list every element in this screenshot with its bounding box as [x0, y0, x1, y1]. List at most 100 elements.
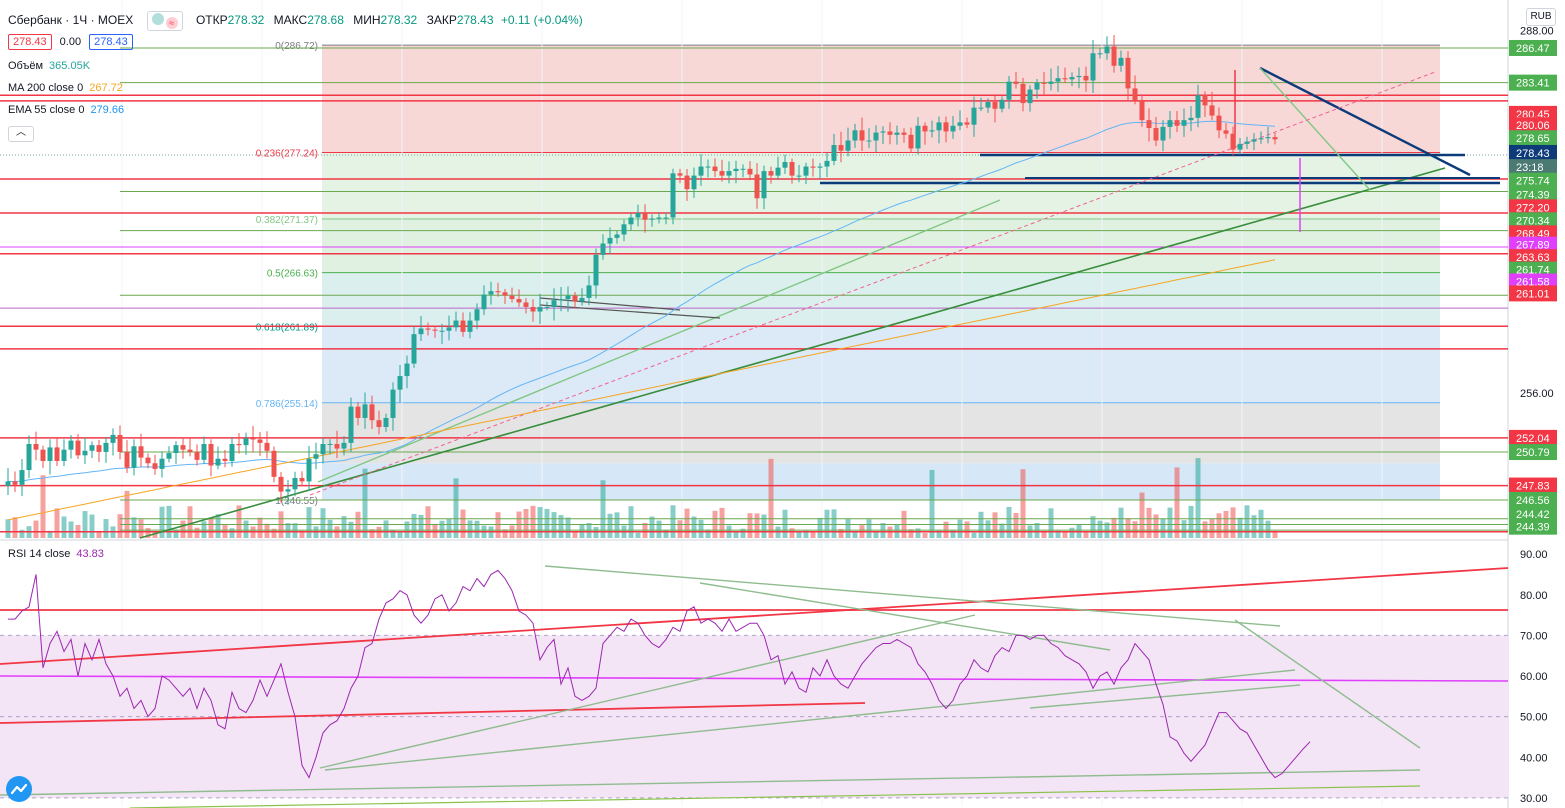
volume-legend[interactable]: Объём 365.05K [8, 60, 90, 72]
fib-zone [322, 272, 1440, 327]
volume-bar [5, 519, 11, 538]
buy-price[interactable]: 278.43 [89, 34, 133, 50]
candle-body [432, 329, 438, 331]
fib-label: 0.786(255.14) [256, 399, 318, 410]
volume-bar [453, 478, 459, 538]
sell-price[interactable]: 278.43 [8, 34, 52, 50]
price-tag-label: 261.01 [1516, 288, 1550, 300]
volume-bar [82, 511, 88, 538]
candle-body [1195, 95, 1201, 118]
volume-bar [824, 509, 830, 538]
candle-body [978, 107, 984, 109]
candle-body [1076, 75, 1082, 78]
candle-body [985, 101, 991, 108]
price-tag [1509, 199, 1557, 216]
symbol-title[interactable]: Сбербанк · 1Ч · MOEX [8, 13, 134, 28]
volume-bar [145, 528, 151, 538]
candle-body [124, 451, 130, 468]
rsi-line [8, 569, 1311, 779]
candle-body [754, 174, 760, 199]
price-tag-label: 247.83 [1516, 481, 1550, 493]
candle-body [397, 376, 403, 390]
candle-body [1118, 57, 1124, 66]
candle-body [621, 224, 627, 235]
candle-body [376, 420, 382, 428]
trendline [139, 167, 1446, 539]
volume-bar [922, 532, 928, 538]
volume-value: 365.05K [49, 60, 91, 72]
candle-body [1209, 105, 1215, 116]
candle-body [908, 134, 914, 149]
volume-bar [852, 531, 858, 538]
ma-legend[interactable]: MA 200 close 0 267.72 [8, 82, 123, 94]
volume-bar [1139, 492, 1145, 538]
trendline [1259, 66, 1471, 177]
candle-body [208, 444, 214, 466]
candle-body [285, 489, 291, 492]
candle-body [1125, 57, 1131, 89]
candle-body [1160, 126, 1166, 141]
volume-bar [1041, 530, 1047, 538]
candle-body [1069, 77, 1075, 80]
volume-bar [1258, 509, 1264, 538]
high-value: 278.68 [307, 13, 344, 28]
candle-body [789, 162, 795, 176]
price-tag-label: 272.20 [1516, 202, 1550, 214]
rsi-legend[interactable]: RSI 14 close 43.83 [8, 548, 104, 560]
candle-body [145, 457, 151, 464]
candle-body [1153, 128, 1159, 141]
ema-legend[interactable]: EMA 55 close 0 279.66 [8, 104, 124, 116]
volume-bar [698, 519, 704, 538]
candle-body [586, 285, 592, 298]
volume-bar [152, 531, 158, 538]
volume-bar [985, 520, 991, 538]
candle-body [600, 243, 606, 255]
volume-bar [663, 530, 669, 538]
price-axis: 288.00 256.00 90.00 80.00 70.00 60.00 50.00 40.… [1509, 26, 1557, 805]
candle-body [89, 445, 95, 451]
candle-body [166, 453, 172, 459]
tradingview-logo-icon[interactable] [6, 776, 32, 802]
volume-bar [1111, 517, 1117, 538]
candle-body [1034, 82, 1040, 90]
rsi-pane [0, 565, 1509, 808]
volume-bar [40, 475, 46, 538]
candle-body [719, 171, 725, 176]
volume-bar [817, 517, 823, 538]
price-tag [1509, 144, 1557, 161]
volume-bar [271, 528, 277, 538]
volume-bar [1125, 518, 1131, 538]
volume-bar [418, 514, 424, 538]
rsi-trendline [1234, 619, 1421, 749]
volume-bar [1006, 506, 1012, 538]
candle-body [957, 122, 963, 126]
candle-body [1237, 143, 1243, 150]
volume-bar [1195, 458, 1201, 538]
volume-bar [166, 505, 172, 538]
candle-body [852, 130, 858, 141]
collapse-legend-button[interactable]: ︿ [8, 126, 34, 142]
candle-body [1265, 137, 1271, 139]
currency-button[interactable]: RUB [1526, 8, 1556, 26]
volume-bar [12, 517, 18, 538]
rsi-trendline [129, 785, 1421, 808]
candle-body [390, 389, 396, 418]
volume-bar [614, 512, 620, 538]
candle-body [915, 125, 921, 149]
volume-bar [1174, 467, 1180, 538]
rsi-trendline [699, 582, 1111, 651]
volume-bar [61, 516, 67, 538]
compare-dot-icon[interactable] [151, 13, 164, 25]
volume-bar [54, 508, 60, 538]
candle-body [1027, 89, 1033, 104]
open-value: 278.32 [227, 13, 265, 28]
candle-body [327, 444, 333, 446]
compare-buttons[interactable]: ≈ [146, 11, 183, 31]
candle-body [446, 327, 452, 331]
candle-body [572, 295, 578, 302]
volume-label: Объём [8, 60, 44, 72]
wave-icon[interactable]: ≈ [165, 17, 178, 29]
volume-bar [285, 523, 291, 538]
volume-bar [411, 513, 417, 538]
